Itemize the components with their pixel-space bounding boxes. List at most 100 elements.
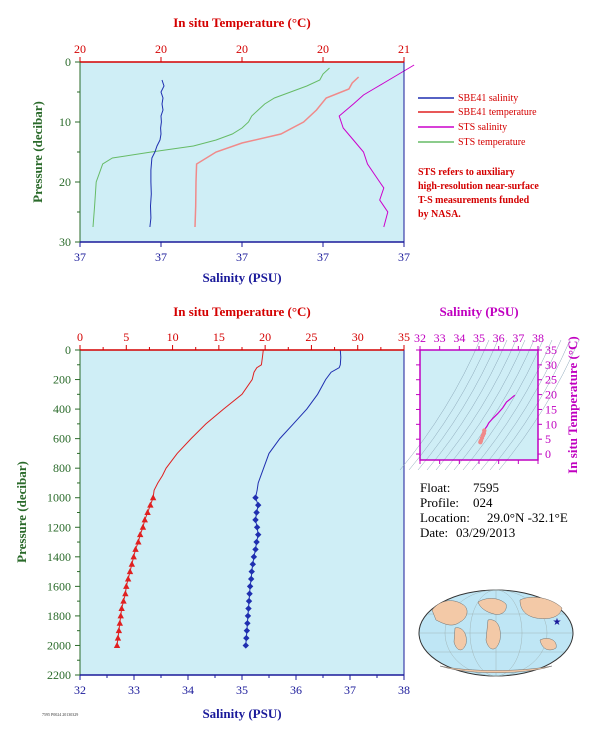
near-surface-top-tick-label: 20 [236, 42, 248, 56]
full-profile-top-tick-label: 5 [123, 330, 129, 344]
near-surface-bottom-tick-label: 37 [398, 250, 410, 264]
near-surface-legend: SBE41 salinity SBE41 temperature STS sal… [418, 93, 537, 148]
ts-density-contour [489, 339, 571, 471]
profile-label: Profile: [420, 495, 459, 510]
near-surface-ticks: 20 20 20 20 21 37 37 37 37 37 0 10 20 30 [59, 42, 410, 264]
temperature-marker [136, 531, 144, 538]
ts-density-contour [417, 339, 499, 471]
full-profile-left-tick-label: 1000 [47, 491, 71, 505]
full-profile-top-tick-label: 10 [167, 330, 179, 344]
legend-label-sts-temperature: STS temperature [458, 137, 526, 148]
temperature-marker [116, 619, 124, 626]
sts-temperature-line [92, 67, 330, 228]
temperature-marker [130, 553, 137, 560]
ts-density-contour [399, 339, 481, 471]
salinity-marker [255, 531, 262, 538]
salinity-marker [253, 538, 260, 546]
salinity-marker [247, 575, 255, 583]
ts-top-tick-label: 34 [453, 331, 465, 345]
salinity-marker [253, 524, 261, 531]
temperature-marker [139, 523, 147, 530]
sts-note-line-1: STS refers to auxiliary [418, 167, 515, 178]
full-profile-left-tick-label: 1800 [47, 609, 71, 623]
ts-density-contour [435, 339, 517, 471]
salinity-marker [255, 501, 262, 509]
float-info: Float: 7595 Profile: 024 Location: 29.0°… [420, 480, 568, 540]
full-profile-left-tick-label: 400 [53, 402, 71, 416]
temperature-marker [115, 627, 123, 634]
full-profile-bottom-tick-label: 32 [74, 683, 86, 697]
full-profile-left-tick-label: 1200 [47, 520, 71, 534]
near-surface-top-tick-label: 21 [398, 42, 410, 56]
legend-label-sbe41-salinity: SBE41 salinity [458, 93, 518, 104]
footer-id: 7595 P0024 20130329 [42, 712, 78, 717]
salinity-marker [244, 612, 252, 620]
profile-value: 024 [473, 495, 493, 510]
temperature-marker [128, 560, 136, 567]
full-profile-left-tick-label: 1400 [47, 550, 71, 564]
salinity-marker [248, 568, 255, 575]
salinity-marker [252, 546, 259, 553]
full-profile-top-tick-label: 15 [213, 330, 225, 344]
full-profile-left-axis-title: Pressure (decibar) [14, 461, 29, 563]
ts-right-tick-label: 30 [545, 358, 557, 372]
float-location-star-icon: ★ [553, 617, 562, 628]
salinity-marker [243, 634, 250, 642]
temperature-marker [122, 590, 129, 597]
temperature-marker [135, 538, 142, 545]
temperature-marker [118, 605, 125, 612]
full-profile-left-tick-label: 200 [53, 373, 71, 387]
ts-density-contour [471, 339, 553, 471]
ts-right-tick-label: 5 [545, 432, 551, 446]
near-surface-bottom-tick-label: 37 [317, 250, 329, 264]
full-profile-series [113, 349, 342, 649]
near-surface-left-tick-label: 10 [59, 115, 71, 129]
temperature-marker [117, 612, 124, 619]
ts-density-contour [444, 339, 526, 471]
near-surface-plot-area [80, 62, 404, 242]
full-profile-left-tick-label: 2200 [47, 668, 71, 682]
float-value: 7595 [473, 480, 499, 495]
ts-diagram-series [399, 339, 580, 471]
ts-diagram-top-axis-title: Salinity (PSU) [439, 304, 518, 319]
near-surface-bottom-tick-label: 37 [236, 250, 248, 264]
date-value: 03/29/2013 [456, 525, 515, 540]
near-surface-series [92, 64, 415, 228]
full-profile-bottom-tick-label: 34 [182, 683, 194, 697]
ts-top-tick-label: 35 [473, 331, 485, 345]
ts-right-tick-label: 25 [545, 373, 557, 387]
near-surface-bottom-tick-label: 37 [155, 250, 167, 264]
sts-note-line-4: by NASA. [418, 209, 461, 220]
ts-top-tick-label: 33 [434, 331, 446, 345]
sts-salinity-line [338, 64, 415, 228]
legend-label-sts-salinity: STS salinity [458, 122, 507, 133]
full-profile-bottom-axis-title: Salinity (PSU) [202, 706, 281, 721]
sbe41-salinity-line [149, 79, 165, 228]
salinity-marker [252, 516, 259, 524]
ts-top-tick-label: 32 [414, 331, 426, 345]
full-profile-bottom-tick-label: 36 [290, 683, 302, 697]
near-surface-top-tick-label: 20 [317, 42, 329, 56]
temperature-marker [141, 516, 148, 523]
salinity-marker [250, 553, 258, 561]
ts-deep-point [478, 439, 483, 445]
ts-right-tick-label: 20 [545, 388, 557, 402]
sts-note-line-2: high-resolution near-surface [418, 181, 539, 192]
near-surface-top-axis-title: In situ Temperature (°C) [173, 15, 311, 30]
near-surface-bottom-tick-label: 37 [74, 250, 86, 264]
float-label: Float: [420, 480, 450, 495]
salinity-marker [246, 590, 253, 597]
full-profile-left-tick-label: 2000 [47, 638, 71, 652]
temperature-marker [120, 597, 127, 604]
sbe41-temperature-line [194, 76, 360, 228]
ts-density-contour [480, 339, 562, 471]
salinity-marker [244, 620, 251, 627]
ts-diagram-right-axis-title: In situ Temperature (°C) [565, 336, 580, 474]
full-profile-top-tick-label: 25 [305, 330, 317, 344]
salinity-marker [242, 642, 249, 649]
temperature-marker [126, 568, 134, 575]
near-surface-bottom-axis-title: Salinity (PSU) [202, 270, 281, 285]
full-profile-left-tick-label: 1600 [47, 579, 71, 593]
